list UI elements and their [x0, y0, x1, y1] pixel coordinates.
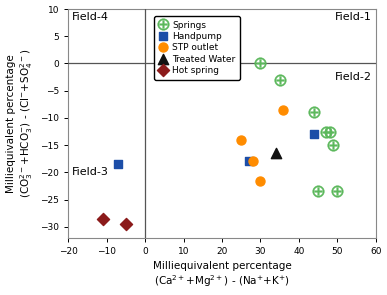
Handpump	[246, 159, 252, 164]
Springs	[323, 129, 329, 134]
Springs	[226, 38, 233, 43]
Text: Field-1: Field-1	[335, 12, 372, 22]
Treated Water	[273, 151, 279, 156]
Text: Field-4: Field-4	[72, 12, 109, 22]
STP outlet	[250, 159, 256, 164]
Springs	[330, 143, 337, 148]
Text: Field-3: Field-3	[72, 167, 109, 177]
Springs	[311, 110, 317, 115]
Springs	[257, 61, 264, 66]
Handpump	[115, 162, 122, 167]
Hot spring	[100, 216, 106, 221]
Springs	[277, 78, 283, 82]
Springs	[327, 129, 333, 134]
Springs	[315, 189, 321, 194]
X-axis label: Milliequivalent percentage
(Ca$^{2+}$+Mg$^{2+}$) - (Na$^{+}$+K$^{+}$): Milliequivalent percentage (Ca$^{2+}$+Mg…	[152, 261, 291, 289]
Text: Field-2: Field-2	[335, 72, 372, 82]
Y-axis label: Milliequivalent percentage
(CO$_3^{2-}$+HCO$_3^{-}$) - (Cl$^{-}$+SO$_4^{2-}$): Milliequivalent percentage (CO$_3^{2-}$+…	[5, 49, 35, 198]
STP outlet	[280, 107, 286, 112]
Handpump	[311, 132, 317, 137]
Hot spring	[123, 222, 129, 227]
Legend: Springs, Handpump, STP outlet, Treated Water, Hot spring: Springs, Handpump, STP outlet, Treated W…	[154, 16, 240, 80]
STP outlet	[238, 137, 244, 142]
Springs	[334, 189, 340, 194]
STP outlet	[257, 178, 264, 183]
